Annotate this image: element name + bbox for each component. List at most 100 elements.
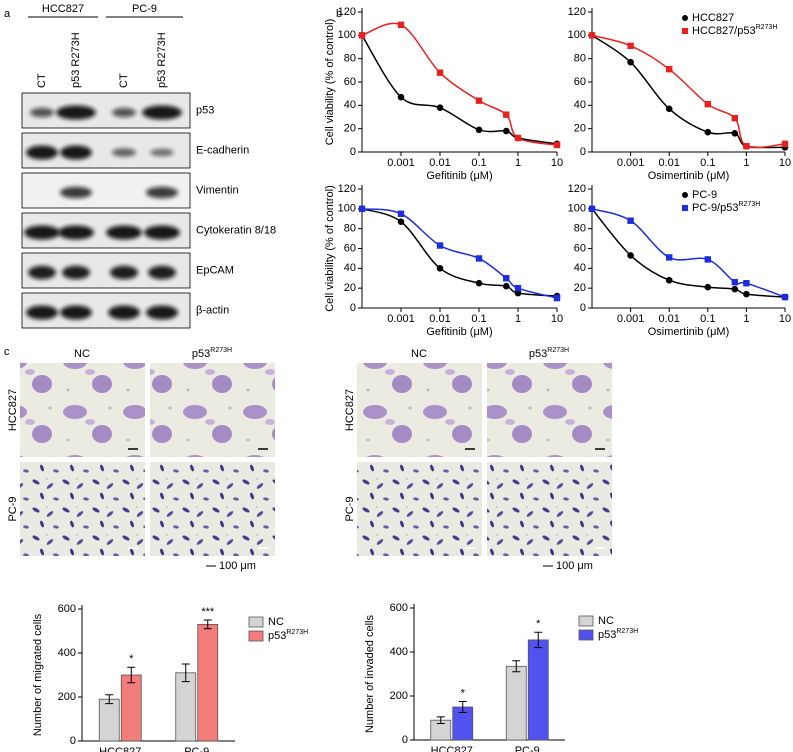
- data-point: [553, 141, 561, 149]
- data-point: [436, 265, 444, 272]
- legend-label: NC: [268, 616, 284, 628]
- data-point: [627, 42, 634, 50]
- y-tick-label: 80: [344, 223, 356, 235]
- y-tick-label: 400: [58, 647, 76, 659]
- legend-label-sup: R273H: [616, 628, 638, 635]
- data-point: [503, 275, 510, 282]
- data-point: [731, 285, 739, 293]
- fit-curve: [591, 208, 786, 298]
- data-point: [588, 32, 596, 39]
- row-label: HCC827: [344, 389, 356, 431]
- blot-band: [60, 305, 92, 320]
- blot-band: [56, 105, 96, 120]
- y-axis-label: Cell viability (% of control): [324, 19, 336, 146]
- y-tick-label: 20: [344, 123, 356, 135]
- y-tick-label: 100: [338, 29, 356, 41]
- y-tick-label: 0: [580, 146, 586, 158]
- legend-marker: [682, 205, 688, 211]
- protein-label: EpCAM: [196, 264, 234, 276]
- x-tick-label: 0.1: [700, 157, 715, 169]
- error-bar: [534, 631, 543, 649]
- data-point: [665, 276, 673, 284]
- y-tick-label: 400: [390, 646, 408, 658]
- column-label: p53R273H: [529, 347, 569, 360]
- data-point: [627, 217, 634, 224]
- significance: *: [536, 618, 541, 630]
- bar: [175, 672, 197, 742]
- blot-band: [146, 305, 178, 320]
- x-tick-label: 0.001: [387, 157, 415, 169]
- x-tick-label: PC-9: [515, 745, 540, 752]
- x-tick-label: 1: [515, 157, 521, 169]
- legend-label: HCC827/p53R273H: [692, 24, 777, 37]
- x-tick-label: 0.01: [658, 313, 679, 325]
- blot-band: [112, 148, 136, 157]
- blot-band: [110, 265, 138, 280]
- blot-band: [26, 145, 58, 160]
- y-tick-label: 600: [390, 602, 408, 614]
- legend-swatch: [578, 615, 594, 627]
- data-point: [553, 294, 561, 302]
- cell-line-label: HCC827: [42, 3, 84, 15]
- fit-curve: [361, 34, 558, 145]
- data-point: [781, 293, 789, 301]
- y-tick-label: 80: [574, 223, 586, 235]
- legend-label: p53R273H: [268, 629, 308, 642]
- data-point: [514, 289, 522, 297]
- micrograph: [487, 462, 612, 556]
- lane-label: p53 R273H: [156, 32, 168, 88]
- y-tick-label: 40: [344, 99, 356, 111]
- blot-band: [146, 186, 178, 199]
- micrograph: [487, 363, 612, 457]
- y-tick-label: 40: [574, 99, 586, 111]
- y-tick-label: 60: [344, 242, 356, 254]
- data-point: [704, 100, 711, 108]
- column-label-base: NC: [74, 348, 90, 360]
- column-label-base: p53: [529, 348, 547, 360]
- legend-marker: [682, 15, 688, 21]
- bar: [120, 674, 142, 742]
- scale-bar-label: 100 μm: [556, 560, 593, 572]
- panel-label: c: [4, 346, 10, 358]
- y-tick-label: 20: [344, 282, 356, 294]
- y-tick-label: 200: [390, 690, 408, 702]
- legend-label: PC-9: [692, 189, 717, 201]
- legend-marker: [682, 192, 688, 198]
- legend-label-base: HCC827: [692, 12, 734, 24]
- legend-swatch: [578, 629, 594, 641]
- x-axis-label: Gefitinib (μM): [426, 170, 492, 182]
- y-tick-label: 40: [574, 262, 586, 274]
- fit-curve: [591, 34, 786, 149]
- column-label: NC: [411, 348, 427, 360]
- row-label: PC-9: [7, 496, 19, 521]
- blot-band: [150, 148, 174, 157]
- y-tick-label: 0: [70, 735, 76, 747]
- data-point: [781, 140, 789, 148]
- error-bar: [203, 619, 212, 630]
- x-tick-label: 0.1: [471, 313, 486, 325]
- data-point: [397, 93, 405, 101]
- legend-label-sup: R273H: [286, 629, 308, 636]
- x-tick-label: 0.01: [429, 313, 450, 325]
- row-label: HCC827: [7, 389, 19, 431]
- data-point: [731, 130, 739, 137]
- data-point: [475, 126, 483, 134]
- data-point: [704, 256, 711, 263]
- column-label: NC: [74, 348, 90, 360]
- legend-label-base: p53: [268, 630, 286, 642]
- significance: *: [461, 687, 466, 699]
- data-point: [397, 210, 405, 217]
- legend-label-base: HCC827/p53: [692, 25, 756, 37]
- blot-band: [62, 265, 90, 280]
- error-bar: [127, 666, 136, 684]
- y-tick-label: 100: [568, 29, 586, 41]
- micrograph: [20, 462, 145, 556]
- y-tick-label: 0: [580, 302, 586, 314]
- data-point: [514, 134, 522, 142]
- legend-swatch: [248, 630, 264, 642]
- legend-label-base: PC-9: [692, 189, 717, 201]
- x-tick-label: 10: [551, 313, 563, 325]
- lane-label: CT: [36, 73, 48, 88]
- micrograph: [150, 462, 275, 556]
